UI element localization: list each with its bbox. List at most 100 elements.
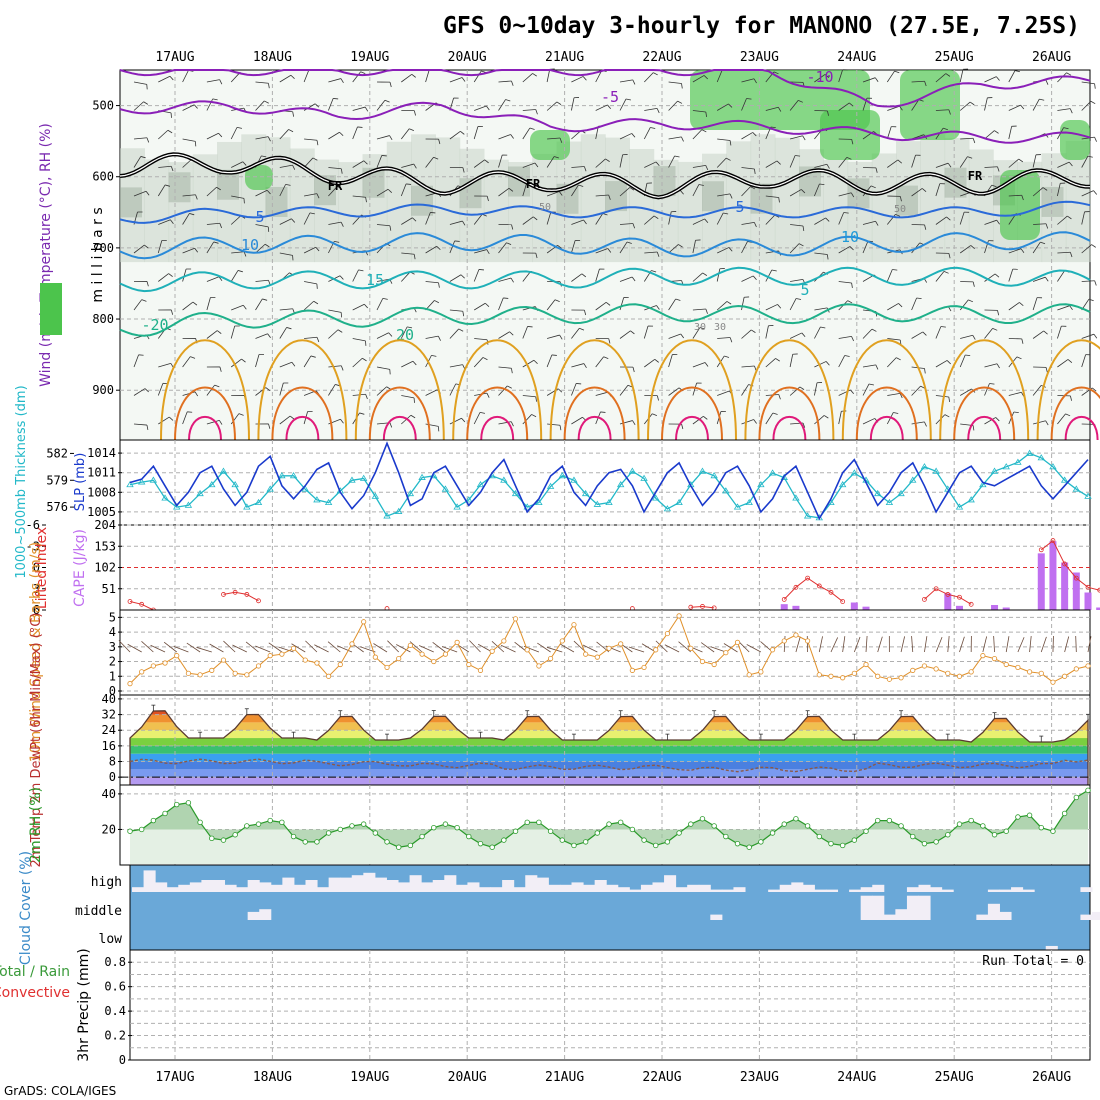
wind10m-barb xyxy=(223,640,236,653)
wind-barb-flag xyxy=(1088,298,1094,302)
wind-barb-shaft xyxy=(498,331,510,339)
high-cloud-bar xyxy=(259,882,272,892)
wind-barb-shaft xyxy=(255,354,260,368)
wind-barb-shaft xyxy=(400,326,408,339)
wind-speed-point xyxy=(220,657,227,663)
wind-barb-flag xyxy=(312,157,318,161)
wind-barb-shaft xyxy=(547,423,561,426)
rh-point xyxy=(267,817,273,824)
high-cloud-bar xyxy=(166,887,179,892)
wind-barb-flag xyxy=(462,220,466,226)
wind-speed-point xyxy=(1062,673,1068,679)
wind-barb-shaft xyxy=(692,240,696,254)
middle-cloud-bar xyxy=(1080,914,1093,920)
thickness-point xyxy=(208,480,216,488)
wind10m-barb xyxy=(118,640,131,653)
rh-point xyxy=(699,816,706,822)
wind-speed-point xyxy=(536,663,542,669)
wind-barb-flag xyxy=(851,336,854,342)
wind-barb-shaft xyxy=(1081,211,1085,225)
wind-barb-flag xyxy=(705,165,709,171)
middle-cloud-bar xyxy=(259,909,272,920)
wind-barb-shaft xyxy=(644,161,657,168)
wind-barb-shaft xyxy=(328,167,342,170)
wind-barb-flag xyxy=(849,246,854,251)
wind-barb-shaft xyxy=(984,76,997,83)
wind-barb-shaft xyxy=(1032,154,1037,168)
wind-barb-shaft xyxy=(887,392,901,396)
wind-barb-shaft xyxy=(692,362,706,368)
wind-barb-flag xyxy=(924,368,926,374)
y-tick-label: 500 xyxy=(92,99,114,113)
high-cloud-bar xyxy=(1022,889,1035,892)
li-point xyxy=(828,589,834,595)
wind-barb-shaft xyxy=(619,154,624,168)
y-tick-label: 700 xyxy=(92,241,114,255)
wind-barb-shaft xyxy=(133,156,142,168)
wind-barb-flag xyxy=(899,196,902,202)
rh-band xyxy=(168,162,194,263)
wind-barb-flag xyxy=(434,300,440,304)
wind-barb-shaft xyxy=(230,72,241,83)
wind-barb-shaft xyxy=(182,268,187,282)
wind-barb-shaft xyxy=(255,189,268,197)
wind-barb-flag xyxy=(799,386,805,390)
wind-barb-flag xyxy=(654,358,659,363)
wind-barb-flag xyxy=(508,187,514,192)
wind-barb-shaft xyxy=(571,383,577,396)
wind-barb-flag xyxy=(632,79,636,85)
wind-barb-shaft xyxy=(376,155,383,168)
wind-barb-shaft xyxy=(522,326,528,339)
thickness-point xyxy=(838,480,847,488)
wind-speed-point xyxy=(711,661,717,668)
chart-title: GFS 0~10day 3-hourly for MANONO (27.5E, … xyxy=(443,13,1080,39)
wind-barb-shaft xyxy=(887,338,901,341)
high-cloud-bar xyxy=(536,877,549,892)
li-point xyxy=(945,592,951,597)
contour-label: 10 xyxy=(841,228,859,246)
wind-barb-shaft xyxy=(279,74,292,83)
warm-contour xyxy=(382,415,417,441)
high-cloud-bar xyxy=(918,884,931,892)
wind-barb-flag xyxy=(965,354,971,357)
wind-barb-shaft xyxy=(352,195,366,198)
high-cloud-bar xyxy=(941,889,954,892)
wind-barb-flag xyxy=(510,134,514,139)
wind-barb-shaft xyxy=(158,362,171,368)
wind-speed-point xyxy=(629,667,635,673)
wind-barb-flag xyxy=(478,269,485,271)
wind-barb-flag xyxy=(460,130,465,135)
wind-barb-flag xyxy=(893,412,899,414)
wind-barb-flag xyxy=(219,366,222,372)
wind-speed-point xyxy=(197,672,203,678)
wind-barb-flag xyxy=(438,335,441,341)
rh-band xyxy=(920,134,946,263)
rh-point xyxy=(676,830,682,836)
wind-barb-shaft xyxy=(279,308,293,311)
wind-barb-shaft xyxy=(984,383,990,396)
wind-barb-shaft xyxy=(789,354,794,368)
wind-speed-point xyxy=(431,658,437,665)
rh-shading xyxy=(120,70,1091,263)
wind-barb-shaft xyxy=(255,298,263,311)
wind-barb-flag xyxy=(286,327,292,330)
wind-barb-shaft xyxy=(717,337,731,339)
warm-contour xyxy=(661,386,723,441)
rh-band-dark xyxy=(750,183,773,214)
y-tick-label: 1008 xyxy=(87,485,116,499)
bottom-date-label: 24AUG xyxy=(837,1070,876,1085)
wind-barb-flag xyxy=(750,186,756,190)
wind-barb-shaft xyxy=(1008,70,1016,83)
high-cloud-bar xyxy=(293,884,306,892)
wind-barb-flag xyxy=(875,167,878,173)
wind-barb-flag xyxy=(729,140,732,146)
wind-barb-flag xyxy=(703,75,708,80)
wind-barb-flag xyxy=(994,130,999,134)
middle-cloud-bar xyxy=(999,911,1012,920)
wind-barb-shaft xyxy=(1057,270,1065,282)
slp-line xyxy=(129,441,1089,521)
rh-point xyxy=(688,821,694,827)
warm-contour xyxy=(271,386,334,441)
high-cloud-bar xyxy=(282,877,295,892)
wind-barb-shaft xyxy=(425,281,439,284)
